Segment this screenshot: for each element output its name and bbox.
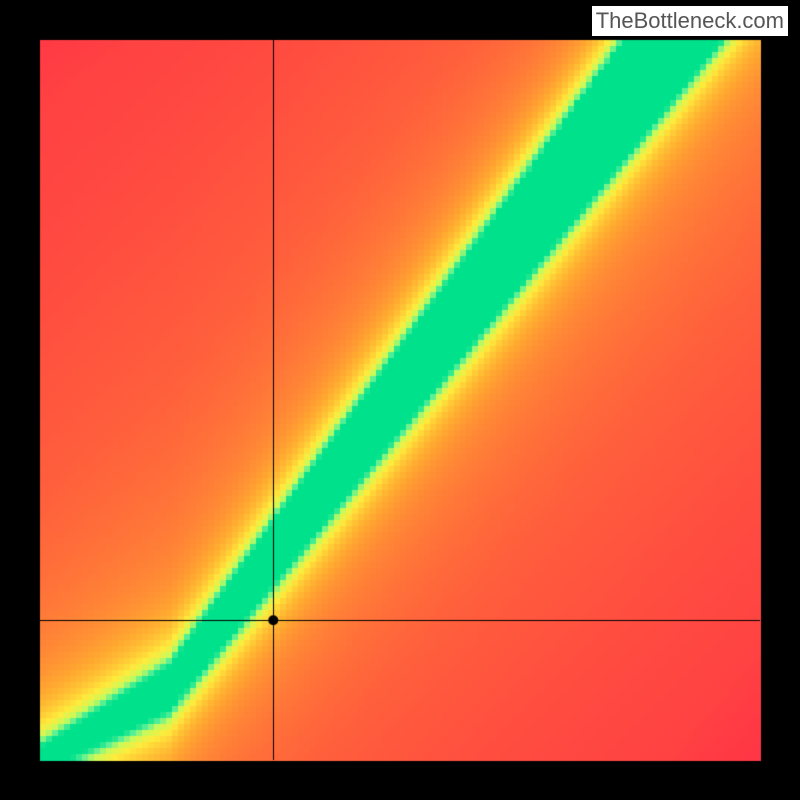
bottleneck-heatmap <box>0 0 800 800</box>
chart-container: TheBottleneck.com <box>0 0 800 800</box>
watermark-text: TheBottleneck.com <box>592 6 788 36</box>
